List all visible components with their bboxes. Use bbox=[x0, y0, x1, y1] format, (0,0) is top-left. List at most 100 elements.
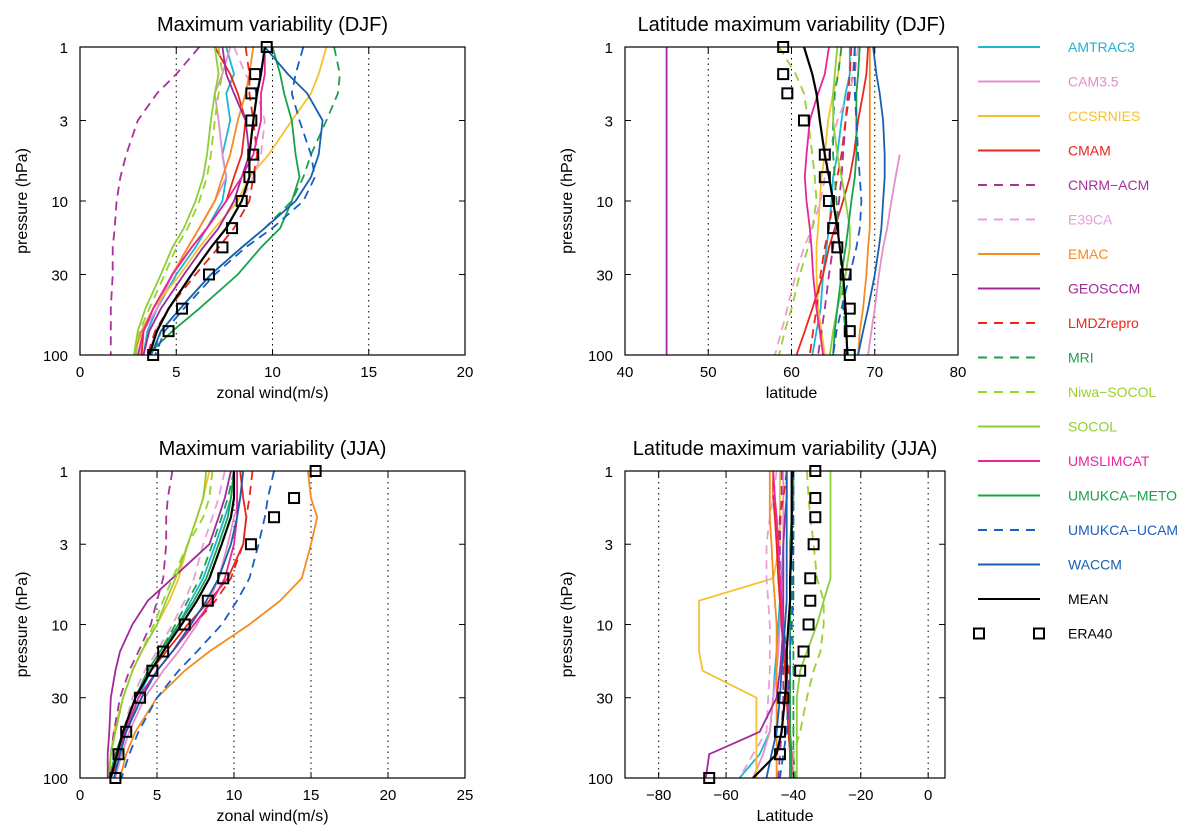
panel3-series-emac bbox=[119, 470, 319, 779]
panel3-series-umukca-ucam bbox=[120, 470, 275, 779]
legend-label-cnrm-acm: CNRM−ACM bbox=[1068, 177, 1149, 193]
panel3-era40-marker bbox=[146, 664, 159, 677]
panel4-era40-marker bbox=[797, 645, 810, 658]
panel1-ylabel: pressure (hPa) bbox=[14, 148, 31, 254]
panel2-series-umukca-meto bbox=[832, 46, 861, 356]
panel1-series-umslimcat bbox=[136, 47, 266, 356]
panel1-xtick-label: 20 bbox=[457, 364, 474, 381]
panel1-ytick-label: 100 bbox=[43, 348, 68, 365]
panel2-ytick-label: 100 bbox=[588, 348, 613, 365]
panel1-era40-marker bbox=[245, 87, 258, 100]
panel4-era40-marker bbox=[794, 664, 807, 677]
panel1-era40-marker bbox=[243, 171, 256, 184]
panel2-era40-marker bbox=[777, 68, 790, 81]
panel2-series-mri bbox=[832, 46, 849, 356]
legend-label-umslimcat: UMSLIMCAT bbox=[1068, 453, 1150, 469]
panel4-ytick-label: 10 bbox=[596, 618, 613, 635]
panel1-series-geosccm bbox=[142, 46, 251, 356]
panel1-series-emac bbox=[133, 46, 255, 356]
panel3-ytick-label: 30 bbox=[51, 691, 68, 708]
panel1-title: Maximum variability (DJF) bbox=[157, 14, 388, 36]
panel2-era40-marker bbox=[843, 325, 856, 338]
panel2-ytick-label: 1 bbox=[605, 40, 613, 57]
legend-label-era40: ERA40 bbox=[1068, 626, 1113, 642]
panel1-series-waccm bbox=[150, 46, 324, 356]
legend-label-umukca-ucam: UMUKCA−UCAM bbox=[1068, 522, 1178, 538]
panel2-series-cnrm-acm bbox=[817, 46, 856, 356]
panel3-era40-marker bbox=[288, 492, 301, 505]
panel3-xtick-label: 10 bbox=[226, 787, 243, 804]
panel1-era40-marker bbox=[216, 241, 229, 254]
panel4-era40-marker bbox=[809, 492, 822, 505]
panel1-xtick-label: 10 bbox=[264, 364, 281, 381]
panel3-ylabel: pressure (hPa) bbox=[14, 572, 31, 678]
panel2-xtick-label: 60 bbox=[783, 364, 800, 381]
panel2-series-umslimcat bbox=[803, 46, 830, 356]
legend-label-geosccm: GEOSCCM bbox=[1068, 281, 1140, 297]
legend-label-amtrac3: AMTRAC3 bbox=[1068, 39, 1135, 55]
panel2-era40-marker bbox=[827, 222, 840, 235]
panel4-series-umukca-ucam bbox=[779, 471, 795, 779]
legend-marker-era40 bbox=[1033, 627, 1045, 640]
panel1-series-socol bbox=[133, 46, 220, 356]
panel1-era40-marker bbox=[226, 222, 239, 235]
panel3-era40-marker bbox=[268, 511, 281, 524]
panel4-series-mean bbox=[752, 471, 793, 779]
panel1-series-ccsrnies bbox=[133, 46, 328, 356]
panel3-series-niwa-socol bbox=[108, 470, 214, 779]
panel3-xtick-label: 15 bbox=[303, 787, 320, 804]
panel3-series-e39ca bbox=[111, 470, 226, 779]
panel4-title: Latitude maximum variability (JJA) bbox=[633, 438, 938, 460]
panel1-era40-marker bbox=[202, 268, 215, 281]
panel4-xtick-label: −80 bbox=[646, 787, 671, 804]
panel2-era40-marker bbox=[797, 114, 810, 127]
panel1-series-umukca-ucam bbox=[154, 46, 316, 356]
legend-label-e39ca: E39CA bbox=[1068, 212, 1113, 228]
panel1-xtick-label: 15 bbox=[360, 364, 377, 381]
panel4-xtick-label: −60 bbox=[713, 787, 738, 804]
panel1-ytick-label: 1 bbox=[60, 40, 68, 57]
legend-label-mean: MEAN bbox=[1068, 591, 1108, 607]
panel4-ytick-label: 3 bbox=[605, 537, 613, 554]
panel3-series-geosccm bbox=[106, 470, 232, 778]
panel2-series-waccm bbox=[857, 46, 886, 356]
panel3-era40-marker bbox=[157, 645, 170, 658]
panel4-era40-marker bbox=[773, 748, 786, 761]
panel1-series-cnrm-acm bbox=[109, 46, 200, 355]
panel2-era40-marker bbox=[843, 302, 856, 315]
panel1-series-umukca-meto bbox=[146, 46, 301, 356]
panel1-era40-marker bbox=[247, 148, 260, 161]
panel3-series-cnrm-acm bbox=[108, 470, 174, 779]
panel4-xtick-label: −20 bbox=[848, 787, 873, 804]
panel4-series-socol bbox=[795, 471, 832, 778]
panel2-xlabel: latitude bbox=[766, 385, 818, 402]
panel4-era40-marker bbox=[773, 725, 786, 738]
panel3-ytick-label: 3 bbox=[60, 537, 68, 554]
panel1-xtick-label: 5 bbox=[172, 364, 180, 381]
panel4-xtick-label: 0 bbox=[924, 787, 932, 804]
panel2-series-emac bbox=[857, 47, 871, 356]
legend-label-cam3-5: CAM3.5 bbox=[1068, 74, 1119, 90]
panel3-series-socol bbox=[108, 470, 208, 779]
panel4-series-waccm bbox=[765, 471, 788, 779]
panel4-era40-marker bbox=[777, 691, 790, 704]
panel1-xtick-label: 0 bbox=[76, 364, 84, 381]
panel3-ytick-label: 100 bbox=[43, 771, 68, 788]
panel3-era40-marker bbox=[217, 572, 230, 585]
panel4-xtick-label: −40 bbox=[781, 787, 806, 804]
panel4-ytick-label: 1 bbox=[605, 464, 613, 481]
panel3-xtick-label: 25 bbox=[457, 787, 474, 804]
panel1-ytick-label: 3 bbox=[60, 113, 68, 130]
panel3-era40-marker bbox=[134, 691, 147, 704]
panel3-era40-marker bbox=[120, 725, 133, 738]
panel2-xtick-label: 80 bbox=[950, 364, 967, 381]
panel1-xlabel: zonal wind(m/s) bbox=[216, 385, 328, 402]
panel1-era40-marker bbox=[245, 114, 258, 127]
panel2-series-cam3.5 bbox=[867, 154, 901, 356]
legend-label-ccsrnies: CCSRNIES bbox=[1068, 108, 1140, 124]
panel3-series-waccm bbox=[113, 470, 245, 779]
panel2-xtick-label: 40 bbox=[617, 364, 634, 381]
panel1-ytick-label: 30 bbox=[51, 267, 68, 284]
panel4-series-cam3.5 bbox=[752, 471, 785, 779]
